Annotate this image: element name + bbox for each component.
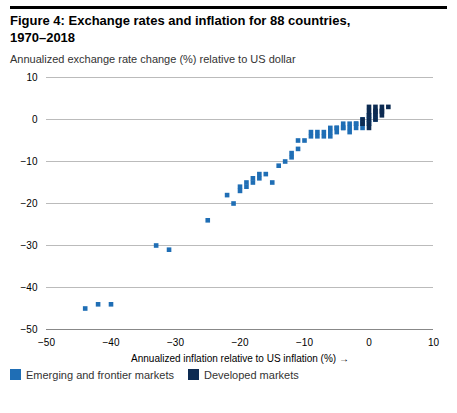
svg-text:−10: −10 xyxy=(21,155,38,166)
svg-text:−10: −10 xyxy=(296,336,313,347)
html-text:Figure 4: Exchange rates and i: Figure 4: Exchange rates and inflation f… xyxy=(10,13,351,45)
html-text:Annualized exchange rate chang: Annualized exchange rate change (%) rela… xyxy=(10,52,296,65)
svg-text:−40: −40 xyxy=(103,336,120,347)
html-text:Developed markets: Developed markets xyxy=(204,368,299,381)
svg-text:−50: −50 xyxy=(38,336,55,347)
html-text:Emerging and frontier markets: Emerging and frontier markets xyxy=(26,368,174,381)
svg-text:−30: −30 xyxy=(21,239,38,250)
svg-text:10: 10 xyxy=(26,71,38,82)
svg-text:−20: −20 xyxy=(232,336,249,347)
svg-text:0: 0 xyxy=(366,336,372,347)
svg-text:−50: −50 xyxy=(21,323,38,334)
svg-text:10: 10 xyxy=(428,336,440,347)
svg-text:−40: −40 xyxy=(21,281,38,292)
svg-text:0: 0 xyxy=(32,113,38,124)
svg-text:−20: −20 xyxy=(21,197,38,208)
svg-text:−30: −30 xyxy=(167,336,184,347)
svg-text:Annualized inflation relative: Annualized inflation relative to US infl… xyxy=(131,352,349,363)
